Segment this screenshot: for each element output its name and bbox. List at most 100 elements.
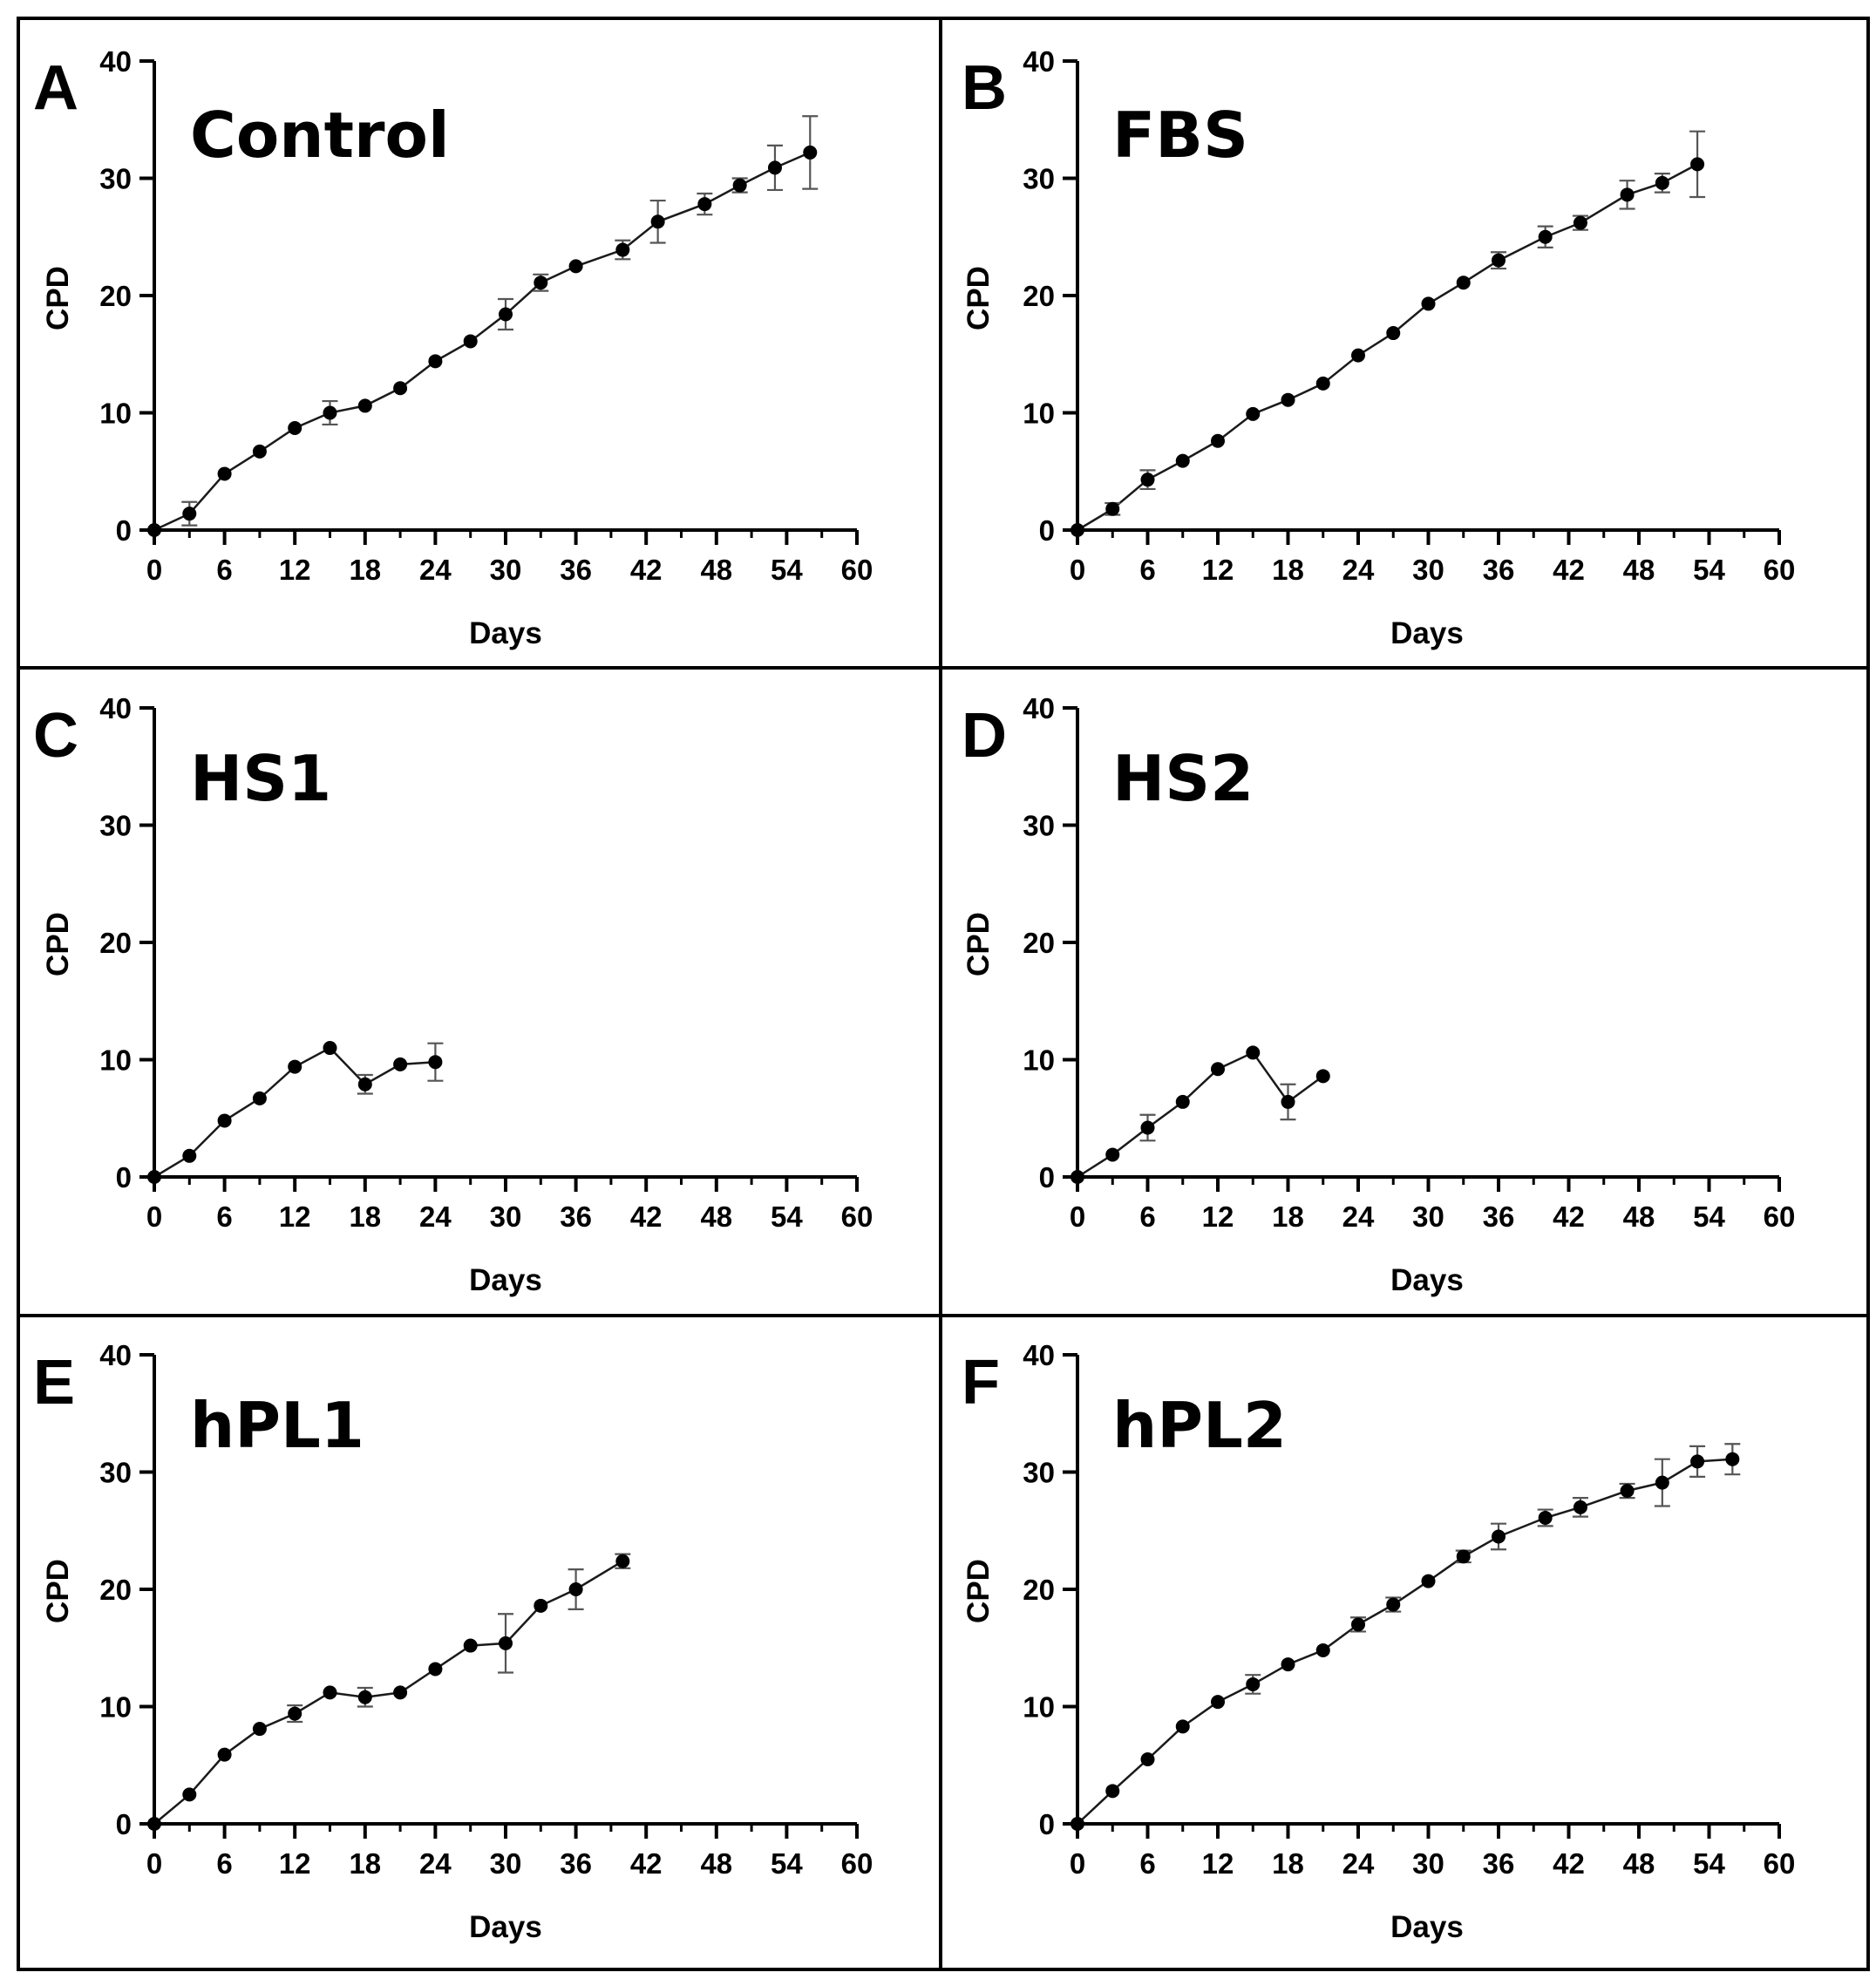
data-point bbox=[1315, 1069, 1330, 1084]
x-tick-label: 12 bbox=[1202, 1847, 1234, 1880]
x-tick-label: 6 bbox=[1139, 1847, 1155, 1880]
y-tick-label: 20 bbox=[1023, 927, 1055, 959]
series-line bbox=[1077, 1051, 1324, 1179]
x-tick-label: 30 bbox=[490, 1200, 522, 1233]
data-point bbox=[1492, 1529, 1506, 1544]
data-point bbox=[393, 1685, 408, 1700]
data-point bbox=[1105, 1784, 1120, 1799]
y-tick-label: 30 bbox=[1023, 1457, 1055, 1489]
x-tick-label: 24 bbox=[1342, 1200, 1375, 1233]
data-point bbox=[1538, 1510, 1553, 1525]
y-tick-label: 40 bbox=[99, 1339, 132, 1371]
y-tick-label: 20 bbox=[1023, 1574, 1055, 1606]
data-point bbox=[217, 1747, 232, 1762]
x-tick-label: 6 bbox=[216, 1200, 232, 1233]
panel-frames bbox=[17, 17, 1870, 1971]
panel-f: F hPL2 CPD Days 0 6 12 18 24 30 36 42 48 54 60 0 10 2… bbox=[962, 1339, 1795, 1944]
y-tick-label: 10 bbox=[99, 1691, 132, 1724]
y-tick-label: 10 bbox=[1023, 398, 1055, 430]
x-tick-label: 24 bbox=[1342, 1847, 1375, 1880]
data-point bbox=[1456, 275, 1471, 290]
data-point bbox=[1655, 1475, 1669, 1490]
x-tick-label: 18 bbox=[349, 1200, 381, 1233]
x-tick-label: 24 bbox=[419, 1200, 452, 1233]
x-tick-label: 60 bbox=[1764, 554, 1796, 586]
x-tick-label: 0 bbox=[146, 1200, 162, 1233]
y-tick-label: 40 bbox=[1023, 692, 1055, 724]
data-point bbox=[1315, 1643, 1330, 1657]
data-point bbox=[767, 160, 782, 175]
panel-title: hPL2 bbox=[1112, 1389, 1287, 1462]
x-tick-label: 18 bbox=[1272, 1200, 1304, 1233]
panel-letter: B bbox=[962, 53, 1007, 123]
series-line bbox=[1077, 163, 1698, 532]
data-point bbox=[252, 1091, 267, 1105]
x-tick-label: 18 bbox=[1272, 1847, 1304, 1880]
x-tick-label: 36 bbox=[560, 1200, 592, 1233]
data-point bbox=[1105, 501, 1120, 516]
x-tick-label: 30 bbox=[1412, 1847, 1444, 1880]
y-tick-label: 0 bbox=[1039, 1161, 1055, 1194]
data-point bbox=[428, 354, 443, 369]
panel-title: Control bbox=[190, 99, 450, 172]
x-tick-label: 6 bbox=[1139, 554, 1155, 586]
data-point bbox=[323, 405, 337, 420]
x-tick-label: 48 bbox=[700, 1200, 732, 1233]
x-tick-label: 0 bbox=[1070, 1200, 1085, 1233]
data-point bbox=[1071, 523, 1084, 537]
data-point bbox=[147, 523, 161, 537]
data-point bbox=[182, 507, 197, 521]
x-tick-label: 36 bbox=[560, 554, 592, 586]
x-axis-title: Days bbox=[1390, 616, 1464, 650]
data-point bbox=[217, 466, 232, 481]
data-point bbox=[357, 398, 372, 413]
data-point bbox=[1071, 1817, 1084, 1831]
data-point bbox=[534, 275, 548, 290]
x-tick-label: 24 bbox=[419, 1847, 452, 1880]
data-point bbox=[1655, 175, 1669, 190]
data-point bbox=[182, 1787, 197, 1802]
x-tick-label: 24 bbox=[1342, 554, 1375, 586]
x-axis-title: Days bbox=[469, 616, 542, 650]
data-point bbox=[697, 197, 712, 212]
data-point bbox=[393, 381, 408, 396]
y-tick-label: 0 bbox=[1039, 514, 1055, 547]
data-point bbox=[428, 1662, 443, 1677]
x-tick-label: 36 bbox=[1483, 1200, 1515, 1233]
data-point bbox=[1281, 392, 1295, 407]
y-axis-title: CPD bbox=[41, 1559, 75, 1623]
data-point bbox=[1140, 473, 1155, 487]
x-tick-label: 30 bbox=[490, 1847, 522, 1880]
x-tick-label: 48 bbox=[700, 554, 732, 586]
data-point bbox=[288, 420, 302, 435]
y-tick-label: 20 bbox=[99, 927, 132, 959]
x-tick-label: 12 bbox=[1202, 1200, 1234, 1233]
x-axis-title: Days bbox=[1390, 1263, 1464, 1297]
data-point bbox=[1538, 229, 1553, 244]
x-tick-label: 60 bbox=[841, 554, 873, 586]
x-tick-label: 54 bbox=[1693, 554, 1725, 586]
data-point bbox=[615, 1554, 630, 1568]
x-tick-label: 30 bbox=[1412, 554, 1444, 586]
y-axis-title: CPD bbox=[41, 912, 75, 976]
data-point bbox=[1690, 1454, 1705, 1469]
panel-letter: C bbox=[33, 701, 78, 771]
data-point bbox=[1140, 1752, 1155, 1767]
x-tick-label: 42 bbox=[1553, 1847, 1585, 1880]
x-tick-label: 48 bbox=[700, 1847, 732, 1880]
data-point bbox=[1492, 253, 1506, 268]
panel-letter: D bbox=[962, 701, 1007, 771]
x-axis-title: Days bbox=[469, 1910, 542, 1944]
data-point bbox=[1620, 187, 1635, 202]
data-point bbox=[147, 1817, 161, 1831]
x-tick-label: 36 bbox=[1483, 554, 1515, 586]
x-tick-label: 18 bbox=[349, 1847, 381, 1880]
x-tick-label: 18 bbox=[1272, 554, 1304, 586]
x-tick-label: 42 bbox=[630, 554, 663, 586]
data-point bbox=[499, 1636, 513, 1650]
data-point bbox=[1105, 1147, 1120, 1162]
data-point bbox=[1573, 215, 1587, 230]
data-point bbox=[1175, 1719, 1190, 1734]
x-tick-label: 60 bbox=[1764, 1847, 1796, 1880]
